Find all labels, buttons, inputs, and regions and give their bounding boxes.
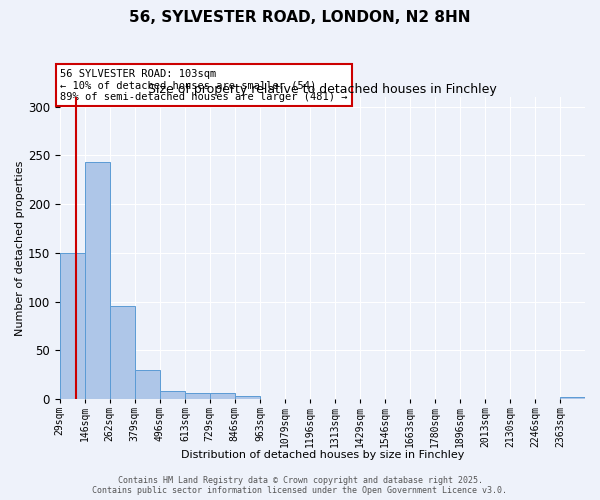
- Text: 56 SYLVESTER ROAD: 103sqm
← 10% of detached houses are smaller (54)
89% of semi-: 56 SYLVESTER ROAD: 103sqm ← 10% of detac…: [60, 68, 347, 102]
- Bar: [60, 253, 85, 399]
- Bar: [110, 306, 135, 399]
- Bar: [235, 396, 260, 399]
- Bar: [210, 394, 235, 399]
- Title: Size of property relative to detached houses in Finchley: Size of property relative to detached ho…: [148, 83, 497, 96]
- Text: 56, SYLVESTER ROAD, LONDON, N2 8HN: 56, SYLVESTER ROAD, LONDON, N2 8HN: [129, 10, 471, 25]
- Y-axis label: Number of detached properties: Number of detached properties: [15, 160, 25, 336]
- Text: Contains HM Land Registry data © Crown copyright and database right 2025.
Contai: Contains HM Land Registry data © Crown c…: [92, 476, 508, 495]
- Bar: [185, 394, 210, 399]
- Bar: [560, 397, 585, 399]
- X-axis label: Distribution of detached houses by size in Finchley: Distribution of detached houses by size …: [181, 450, 464, 460]
- Bar: [85, 162, 110, 399]
- Bar: [160, 392, 185, 399]
- Bar: [135, 370, 160, 399]
